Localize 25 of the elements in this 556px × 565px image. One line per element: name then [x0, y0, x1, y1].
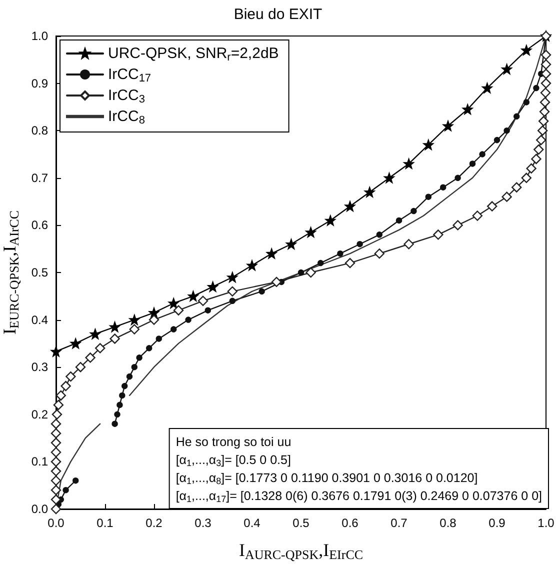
x-tick-label: 1.0	[538, 516, 555, 530]
y-tick-label: 0.0	[31, 502, 48, 516]
y-tick-label: 0.8	[31, 124, 48, 138]
y-tick-label: 0.9	[31, 76, 48, 90]
y-tick-label: 0.3	[31, 360, 48, 374]
x-tick-label: 0.1	[96, 516, 114, 530]
x-tick-label: 0.2	[146, 516, 163, 530]
y-tick-label: 0.6	[31, 218, 48, 232]
y-axis-title: IEURC-QPSK,IAIrCC	[0, 210, 22, 335]
annotation: He so trong so toi uu	[176, 435, 292, 449]
y-tick-label: 1.0	[31, 29, 48, 43]
y-tick-label: 0.5	[31, 266, 48, 280]
x-tick-label: 0.3	[194, 516, 212, 530]
x-tick-label: 0.7	[390, 516, 408, 530]
x-tick-label: 0.9	[488, 516, 506, 530]
y-tick-label: 0.2	[31, 407, 48, 422]
x-tick-label: 0.8	[440, 516, 457, 530]
x-tick-label: 0.0	[48, 516, 65, 530]
y-tick-label: 0.7	[31, 170, 48, 185]
x-tick-label: 0.5	[292, 516, 310, 530]
x-tick-label: 0.4	[244, 516, 261, 530]
chart-title: Bieu do EXIT	[234, 6, 322, 23]
x-tick-label: 0.6	[342, 516, 359, 530]
y-tick-label: 0.4	[31, 312, 48, 327]
y-tick-label: 0.1	[31, 454, 48, 469]
